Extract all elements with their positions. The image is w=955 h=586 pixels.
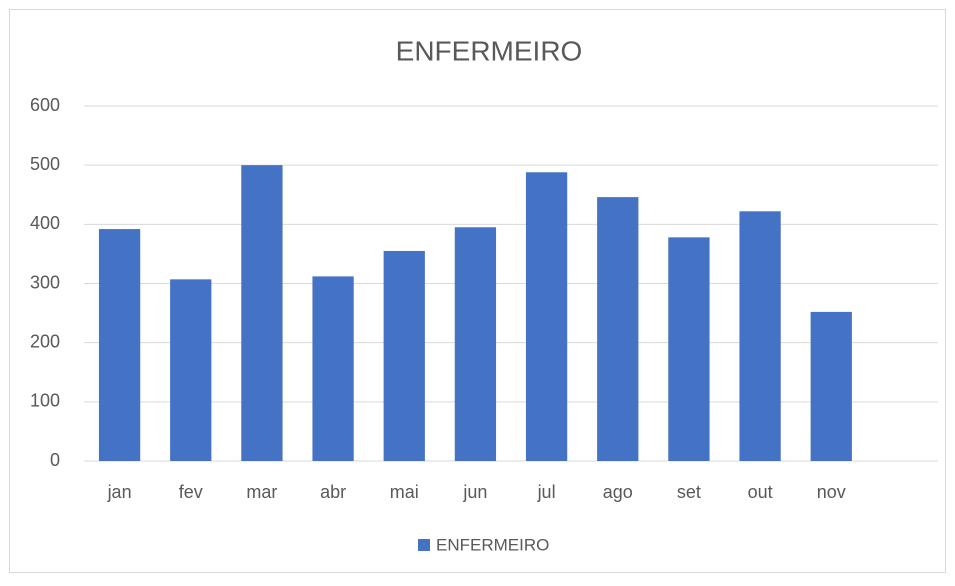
bar — [170, 279, 212, 461]
bar — [312, 276, 354, 461]
legend-label: ENFERMEIRO — [436, 535, 549, 554]
x-tick-label: jan — [107, 482, 132, 502]
x-tick-label: fev — [179, 482, 203, 502]
x-tick-label: ago — [603, 482, 633, 502]
bar — [383, 250, 425, 461]
x-tick-label: mai — [390, 482, 419, 502]
bar — [454, 227, 497, 461]
x-tick-label: set — [677, 482, 701, 502]
x-tick-label: nov — [817, 482, 846, 502]
x-tick-label: jun — [462, 482, 487, 502]
bar — [739, 211, 781, 461]
x-tick-label: jul — [537, 482, 556, 502]
y-tick-label: 300 — [30, 272, 60, 292]
y-tick-label: 500 — [30, 154, 60, 174]
x-tick-label: mar — [246, 482, 277, 502]
bar — [597, 197, 639, 461]
bar — [98, 229, 141, 461]
bar — [810, 311, 852, 461]
x-tick-label: abr — [320, 482, 346, 502]
y-tick-label: 400 — [30, 213, 60, 233]
x-tick-label: out — [748, 482, 773, 502]
chart-title: ENFERMEIRO — [396, 35, 583, 66]
y-tick-label: 600 — [30, 95, 60, 115]
bar — [668, 237, 710, 461]
bar — [525, 172, 568, 461]
y-tick-label: 200 — [30, 331, 60, 351]
bar — [241, 165, 283, 461]
y-tick-label: 0 — [50, 450, 60, 470]
y-tick-label: 100 — [30, 391, 60, 411]
legend-swatch — [418, 539, 430, 551]
